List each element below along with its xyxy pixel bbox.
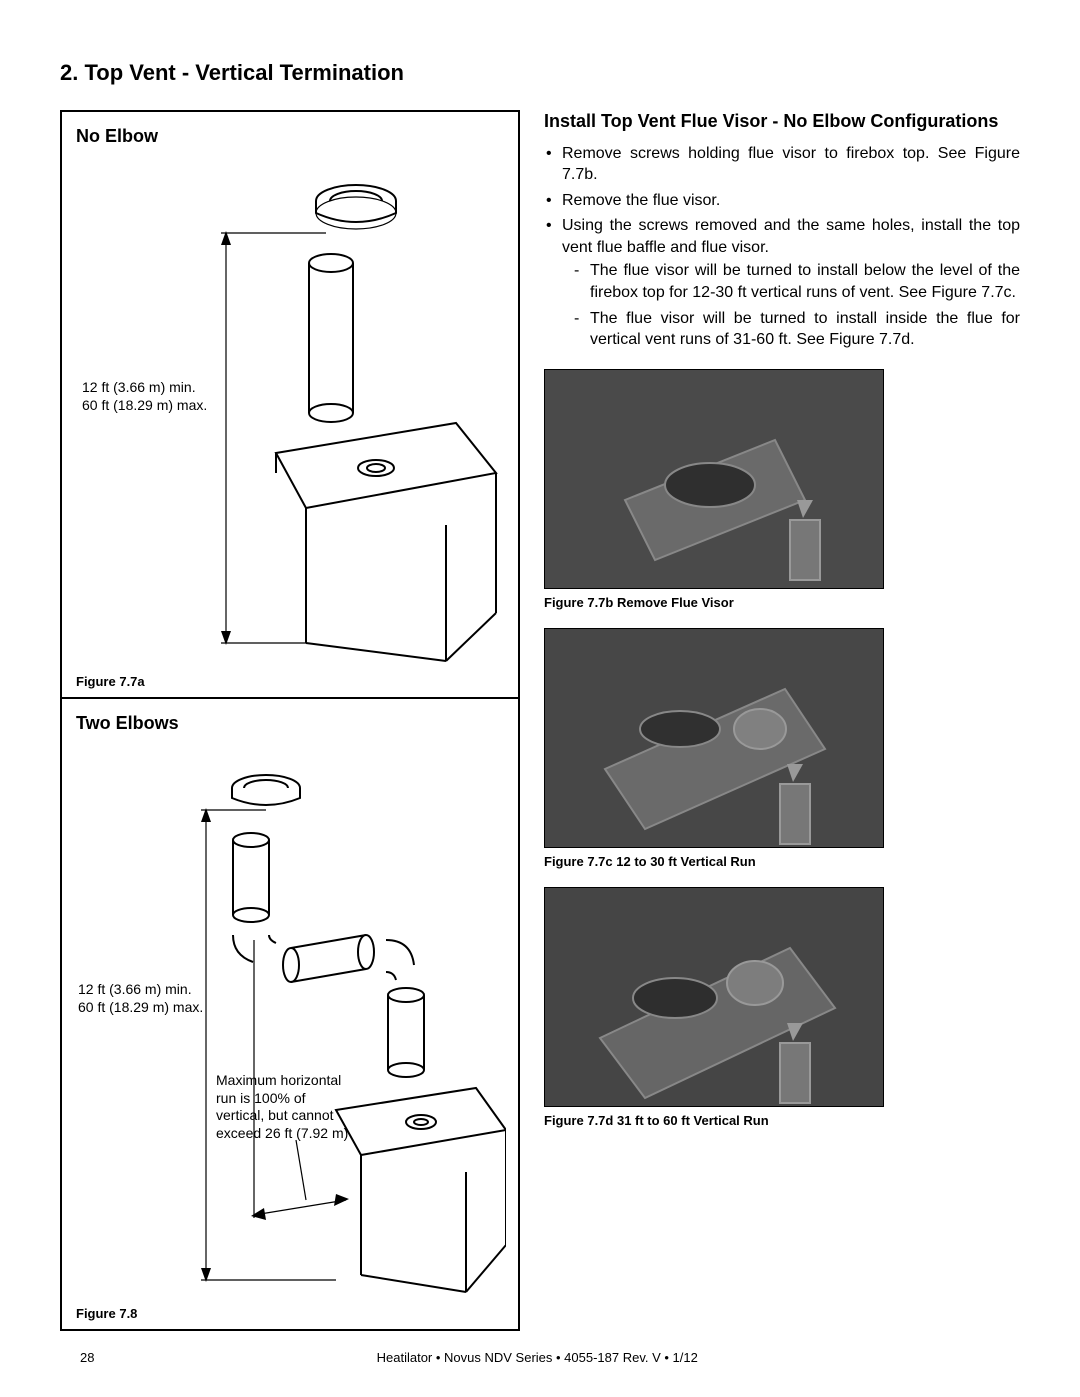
figure-box: No Elbow (60, 110, 520, 1331)
annot-h-l2: run is 100% of (216, 1090, 306, 1106)
panel-two-elbows: Two Elbows (62, 699, 518, 1329)
annot-h-l4: exceed 26 ft (7.92 m) (216, 1125, 348, 1141)
annot-two-elbows-max: 60 ft (18.29 m) max. (78, 998, 203, 1016)
instruction-list: Remove screws holding flue visor to fire… (544, 143, 1020, 351)
annot-two-elbows-min: 12 ft (3.66 m) min. (78, 980, 192, 998)
left-column: No Elbow (60, 110, 520, 1331)
page-number: 28 (80, 1350, 94, 1365)
diagram-two-elbows: 12 ft (3.66 m) min. 60 ft (18.29 m) max.… (76, 740, 504, 1300)
bullet-3-text: Using the screws removed and the same ho… (562, 217, 1020, 256)
caption-7-7d: Figure 7.7d 31 ft to 60 ft Vertical Run (544, 1113, 1020, 1128)
panel-title-no-elbow: No Elbow (76, 126, 504, 147)
main-columns: No Elbow (60, 110, 1020, 1331)
section-title-text: Top Vent - Vertical Termination (84, 60, 403, 85)
photo-7-7b-svg (545, 370, 884, 589)
sub-bullet-2: The flue visor will be turned to install… (590, 308, 1020, 351)
page-footer: 28 Heatilator • Novus NDV Series • 4055-… (0, 1350, 1080, 1365)
annot-two-elbows-horizontal: Maximum horizontal run is 100% of vertic… (216, 1072, 348, 1142)
section-number: 2. (60, 60, 78, 85)
right-column: Install Top Vent Flue Visor - No Elbow C… (544, 110, 1020, 1331)
photo-7-7c-svg (545, 629, 884, 848)
sub-bullet-1: The flue visor will be turned to install… (590, 260, 1020, 303)
caption-7-7c: Figure 7.7c 12 to 30 ft Vertical Run (544, 854, 1020, 869)
annot-h-l3: vertical, but cannot (216, 1107, 334, 1123)
photo-7-7c (544, 628, 884, 848)
panel-no-elbow: No Elbow (62, 112, 518, 699)
photo-7-7d (544, 887, 884, 1107)
figure-label-7-7a: Figure 7.7a (76, 674, 504, 689)
sublist: The flue visor will be turned to install… (562, 260, 1020, 350)
annot-no-elbow-min: 12 ft (3.66 m) min. (82, 378, 196, 396)
two-elbows-svg (76, 740, 506, 1300)
caption-7-7b: Figure 7.7b Remove Flue Visor (544, 595, 1020, 610)
bullet-3: Using the screws removed and the same ho… (562, 215, 1020, 351)
diagram-no-elbow: 12 ft (3.66 m) min. 60 ft (18.29 m) max. (76, 153, 504, 668)
right-heading: Install Top Vent Flue Visor - No Elbow C… (544, 110, 1020, 133)
footer-text: Heatilator • Novus NDV Series • 4055-187… (94, 1350, 980, 1365)
figure-label-7-8: Figure 7.8 (76, 1306, 504, 1321)
annot-no-elbow-max: 60 ft (18.29 m) max. (82, 396, 207, 414)
section-title: 2. Top Vent - Vertical Termination (60, 60, 1020, 86)
panel-title-two-elbows: Two Elbows (76, 713, 504, 734)
annot-h-l1: Maximum horizontal (216, 1072, 341, 1088)
bullet-2: Remove the flue visor. (562, 190, 1020, 212)
bullet-1: Remove screws holding flue visor to fire… (562, 143, 1020, 186)
photo-7-7d-svg (545, 888, 884, 1107)
photo-7-7b (544, 369, 884, 589)
